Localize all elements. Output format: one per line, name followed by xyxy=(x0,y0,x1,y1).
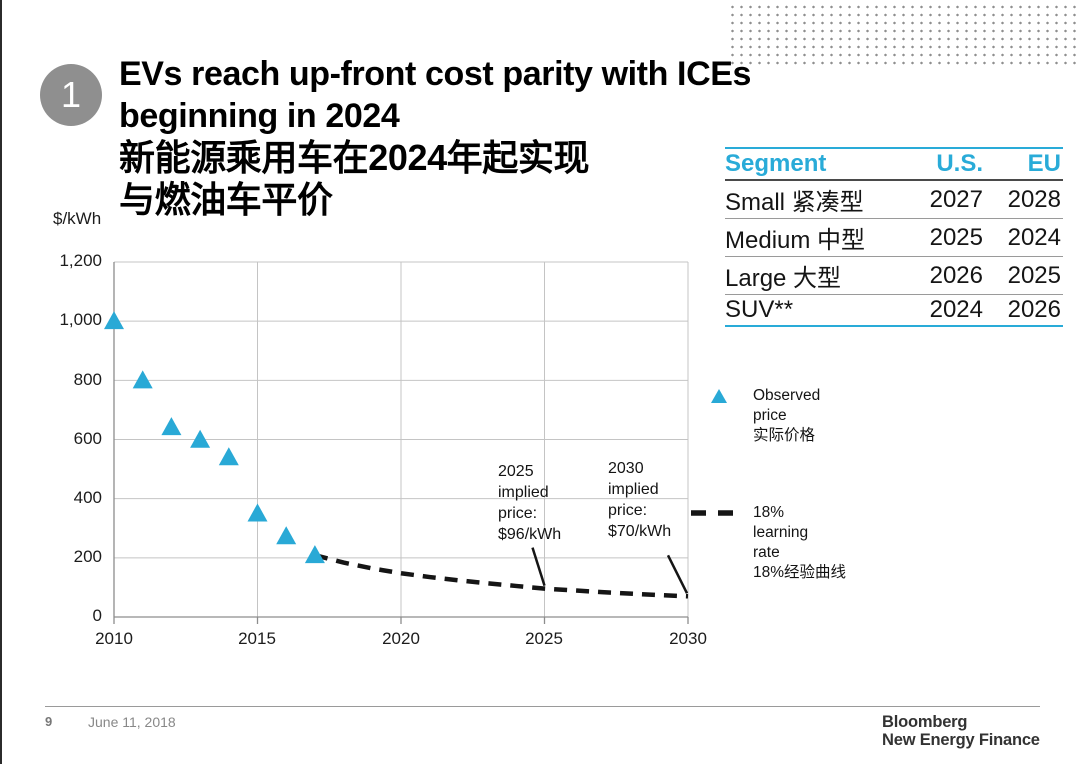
y-tick-label: 400 xyxy=(73,488,102,507)
segment-cell: Medium 中型 xyxy=(725,218,891,257)
y-tick-label: 800 xyxy=(73,370,102,389)
parity-table: Segment U.S. EU Small 紧凑型 2027 2028 Medi… xyxy=(725,147,1063,327)
y-tick-label: 1,200 xyxy=(59,251,102,270)
logo-line: Bloomberg xyxy=(882,713,968,731)
slide-date: June 11, 2018 xyxy=(88,714,176,730)
y-tick-label: 0 xyxy=(92,606,102,625)
us-cell: 2025 xyxy=(891,218,989,257)
annotation-2030-implied-price: 2030 implied price: $70/kWh xyxy=(608,458,671,542)
eu-cell: 2026 xyxy=(1007,296,1061,323)
table-row: Medium 中型 2025 2024 xyxy=(725,218,1063,257)
title-line-en-2: beginning in 2024 xyxy=(119,97,400,135)
title-line-cn-2: 与燃油车平价 xyxy=(119,179,333,220)
x-tick-label: 2015 xyxy=(238,629,276,648)
annotation-line: 2030 xyxy=(608,460,644,477)
annotation-2025-implied-price: 2025 implied price: $96/kWh xyxy=(498,461,561,545)
callout-line-2030 xyxy=(666,554,689,594)
title-line-en-1: EVs reach up-front cost parity with ICEs xyxy=(119,55,752,93)
us-cell: 2027 xyxy=(891,180,989,219)
x-tick-label: 2020 xyxy=(382,629,420,648)
observed-price-marker xyxy=(276,526,297,545)
slide-title: EVs reach up-front cost parity with ICEs… xyxy=(119,53,979,221)
legend-learning-rate-label: 18% learning rate 18%经验曲线 xyxy=(753,503,846,583)
legend-line: 18% xyxy=(753,504,785,521)
legend-line: rate xyxy=(753,544,780,561)
legend-line: 18%经验曲线 xyxy=(753,564,847,581)
annotation-line: 2025 xyxy=(498,463,534,480)
footer-divider xyxy=(45,706,1040,707)
us-cell: 2026 xyxy=(891,256,989,295)
slide-left-edge xyxy=(0,0,2,764)
legend-observed-price-label: Observed price 实际价格 xyxy=(753,386,820,446)
y-tick-label: 1,000 xyxy=(59,310,102,329)
observed-price-marker xyxy=(218,447,239,466)
us-cell: 2024 xyxy=(929,296,983,323)
annotation-line: $96/kWh xyxy=(498,526,562,543)
legend-line: learning xyxy=(753,524,809,541)
legend-line: Observed xyxy=(753,387,821,404)
y-tick-label: 600 xyxy=(73,429,102,448)
logo-line: New Energy Finance xyxy=(882,730,1040,749)
observed-price-marker xyxy=(247,503,268,522)
y-axis-unit-label: $/kWh xyxy=(53,209,102,228)
observed-price-marker xyxy=(190,429,211,448)
observed-price-marker xyxy=(304,545,325,564)
annotation-line: implied xyxy=(498,484,549,501)
x-tick-label: 2030 xyxy=(669,629,707,648)
legend-line: 实际价格 xyxy=(753,427,816,444)
eu-cell: 2028 xyxy=(989,180,1063,219)
x-tick-label: 2025 xyxy=(525,629,563,648)
x-tick-label: 2010 xyxy=(95,629,133,648)
eu-cell: 2025 xyxy=(989,256,1063,295)
observed-price-marker xyxy=(104,311,124,330)
segment-cell: Small 紧凑型 xyxy=(725,180,891,219)
annotation-line: price: xyxy=(498,505,538,522)
halftone-dots-decoration xyxy=(728,3,1080,65)
bloomberg-nef-logo: Bloomberg New Energy Finance xyxy=(882,713,1040,749)
table-row: Large 大型 2026 2025 xyxy=(725,256,1063,295)
slide-number-badge: 1 xyxy=(40,64,102,126)
table-row: Small 紧凑型 2027 2028 xyxy=(725,180,1063,219)
callout-line-2025 xyxy=(531,547,546,586)
table-row: SUV** 2024 2026 xyxy=(725,295,1063,327)
y-tick-label: 200 xyxy=(73,547,102,566)
learning-rate-curve xyxy=(314,552,689,599)
annotation-line: implied xyxy=(608,481,659,498)
legend-line: price xyxy=(753,407,787,424)
annotation-line: $70/kWh xyxy=(608,523,672,540)
annotation-line: price: xyxy=(608,502,648,519)
segment-cell: Large 大型 xyxy=(725,256,891,295)
col-header-segment: Segment xyxy=(725,148,891,181)
page-number: 9 xyxy=(45,714,53,729)
parity-table-header-row: Segment U.S. EU xyxy=(725,148,1063,181)
col-header-us: U.S. xyxy=(891,148,989,181)
title-line-cn-1: 新能源乘用车在2024年起实现 xyxy=(119,137,590,178)
observed-price-marker xyxy=(161,417,182,436)
observed-price-marker xyxy=(132,370,153,389)
legend-observed-marker-icon xyxy=(711,389,727,403)
col-header-eu: EU xyxy=(989,148,1063,181)
eu-cell: 2024 xyxy=(989,218,1063,257)
segment-cell: SUV** xyxy=(725,296,794,323)
